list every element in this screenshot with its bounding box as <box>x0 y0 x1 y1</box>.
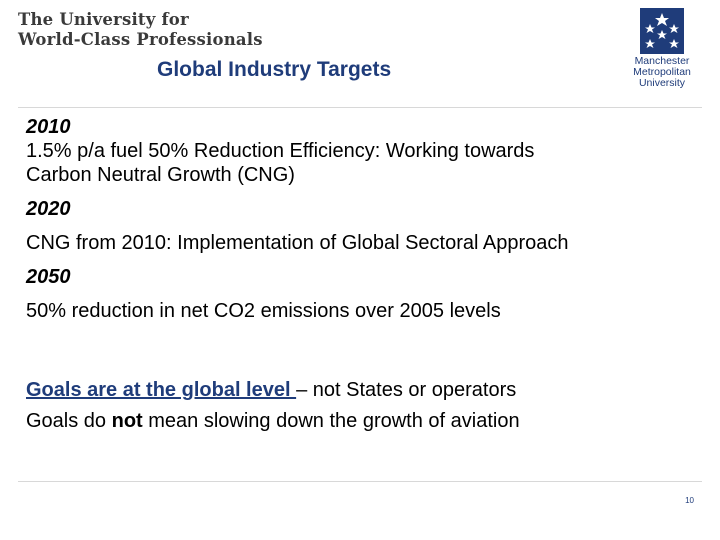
goals-section: Goals are at the global level – not Stat… <box>26 375 706 437</box>
target-text: 50% reduction in net CO2 emissions over … <box>26 300 501 322</box>
target-year: 2020 <box>26 198 71 220</box>
target-text: CNG from 2010: Implementation of Global … <box>26 232 569 254</box>
goals-line-1: Goals are at the global level – not Stat… <box>26 375 706 406</box>
target-text: Carbon Neutral Growth (CNG) <box>26 164 295 186</box>
goals-global-link: Goals are at the global level <box>26 379 297 401</box>
logo-line-3: University <box>638 77 686 89</box>
header-divider <box>18 107 702 108</box>
target-text: 1.5% p/a fuel 50% Reduction Efficiency: … <box>26 140 535 162</box>
logo-line-1: Manchester <box>634 55 690 67</box>
footer-divider <box>18 481 702 482</box>
logo-line-2: Metropolitan <box>633 66 691 78</box>
tagline-line-1: The University for <box>18 10 189 29</box>
goals-line-2: Goals do not mean slowing down the growt… <box>26 406 706 437</box>
university-tagline: The University for World-Class Professio… <box>18 10 263 50</box>
page-number: 10 <box>685 496 694 505</box>
tagline-line-2: World-Class Professionals <box>18 30 263 49</box>
targets-list: 2010 1.5% p/a fuel 50% Reduction Efficie… <box>26 115 706 323</box>
goals-not-emphasis: not <box>111 410 143 432</box>
target-year: 2050 <box>26 266 71 288</box>
goals-line-2-after: mean slowing down the growth of aviation <box>142 410 520 432</box>
university-logo-icon <box>640 8 684 54</box>
goals-line-2-before: Goals do <box>26 410 112 432</box>
university-logo-text: Manchester Metropolitan University <box>618 56 706 89</box>
target-year: 2010 <box>26 116 71 138</box>
slide-title: Global Industry Targets <box>157 58 392 81</box>
goals-line-1-rest: – not States or operators <box>296 379 517 401</box>
